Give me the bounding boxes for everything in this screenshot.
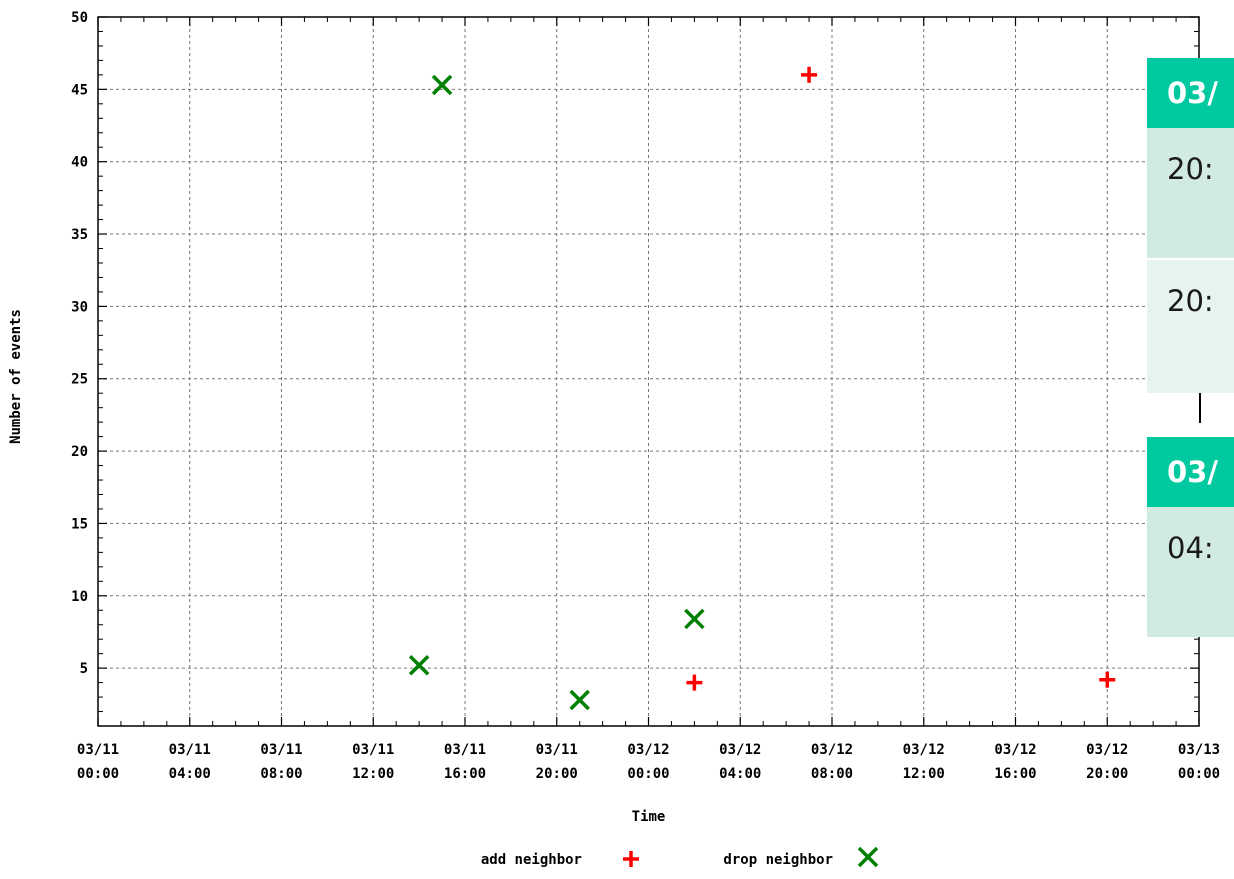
legend-label-drop-neighbor: drop neighbor	[723, 852, 833, 868]
drop-neighbor-marker	[569, 689, 590, 711]
legend-cross-marker	[857, 846, 879, 868]
tooltip-row: 04:	[1147, 507, 1234, 637]
x-tick-label-date: 03/11	[536, 742, 578, 758]
y-tick-label: 20	[71, 444, 88, 460]
x-tick-label-time: 04:00	[169, 766, 211, 782]
add-neighbor-marker	[686, 674, 703, 691]
x-tick-label-time: 08:00	[260, 766, 302, 782]
x-tick-label-time: 00:00	[1178, 766, 1220, 782]
data-markers	[408, 66, 1116, 711]
tooltip-group-header: 03/	[1147, 437, 1234, 507]
y-tick-labels: 5 10 15 20 25 30 35 40 45 50	[71, 10, 88, 677]
x-tick-label-date: 03/12	[1086, 742, 1128, 758]
y-tick-label: 40	[71, 155, 88, 171]
y-tick-label: 5	[80, 661, 88, 677]
y-axis-title: Number of events	[8, 309, 24, 444]
x-tick-label-time: 04:00	[719, 766, 761, 782]
divider-line	[1199, 393, 1201, 423]
x-tick-label-date: 03/11	[352, 742, 394, 758]
tooltip-group-header: 03/	[1147, 58, 1234, 128]
y-tick-label: 10	[71, 589, 88, 605]
legend-marker-add-neighbor	[623, 851, 639, 867]
x-axis-title: Time	[632, 809, 666, 825]
x-tick-label-date: 03/12	[994, 742, 1036, 758]
x-tick-label-date: 03/12	[627, 742, 669, 758]
tooltip-row: 20:	[1147, 258, 1234, 393]
legend: add neighbor drop neighbor	[481, 846, 879, 868]
x-tick-labels: 03/11 00:00 03/11 04:00 03/11 08:00 03/11 12:00…	[77, 742, 1220, 782]
drop-neighbor-marker	[431, 74, 453, 96]
drop-neighbor-marker	[408, 654, 430, 676]
y-tick-label: 30	[71, 299, 88, 315]
add-neighbor-marker	[1099, 671, 1116, 688]
y-tick-label: 35	[71, 227, 88, 243]
x-tick-label-date: 03/13	[1178, 742, 1220, 758]
grid-lines	[98, 17, 1199, 726]
tooltip-row: 20:	[1147, 128, 1234, 258]
y-tick-label: 50	[71, 10, 88, 26]
x-tick-label-time: 20:00	[1086, 766, 1128, 782]
x-tick-label-date: 03/11	[169, 742, 211, 758]
drop-neighbor-marker	[684, 608, 705, 630]
x-tick-label-time: 08:00	[811, 766, 853, 782]
x-tick-label-time: 16:00	[444, 766, 486, 782]
tooltip-divider	[1147, 393, 1234, 437]
y-tick-label: 45	[71, 82, 88, 98]
y-tick-label: 25	[71, 372, 88, 388]
x-tick-label-date: 03/11	[77, 742, 119, 758]
legend-label-add-neighbor: add neighbor	[481, 852, 582, 868]
x-tick-label-time: 00:00	[77, 766, 119, 782]
x-tick-label-time: 12:00	[352, 766, 394, 782]
x-tick-label-time: 00:00	[627, 766, 669, 782]
x-tick-label-time: 20:00	[536, 766, 578, 782]
legend-plus-marker	[623, 851, 639, 867]
x-tick-label-date: 03/12	[811, 742, 853, 758]
hover-tooltip-panel: 03/ 20: 20: 03/ 04:	[1147, 58, 1234, 640]
x-tick-label-time: 16:00	[994, 766, 1036, 782]
x-tick-label-date: 03/11	[444, 742, 486, 758]
x-tick-label-time: 12:00	[903, 766, 945, 782]
add-neighbor-marker	[801, 66, 818, 83]
legend-marker-drop-neighbor	[857, 846, 879, 868]
x-tick-label-date: 03/11	[260, 742, 302, 758]
x-tick-label-date: 03/12	[903, 742, 945, 758]
y-tick-label: 15	[71, 516, 88, 532]
x-tick-label-date: 03/12	[719, 742, 761, 758]
